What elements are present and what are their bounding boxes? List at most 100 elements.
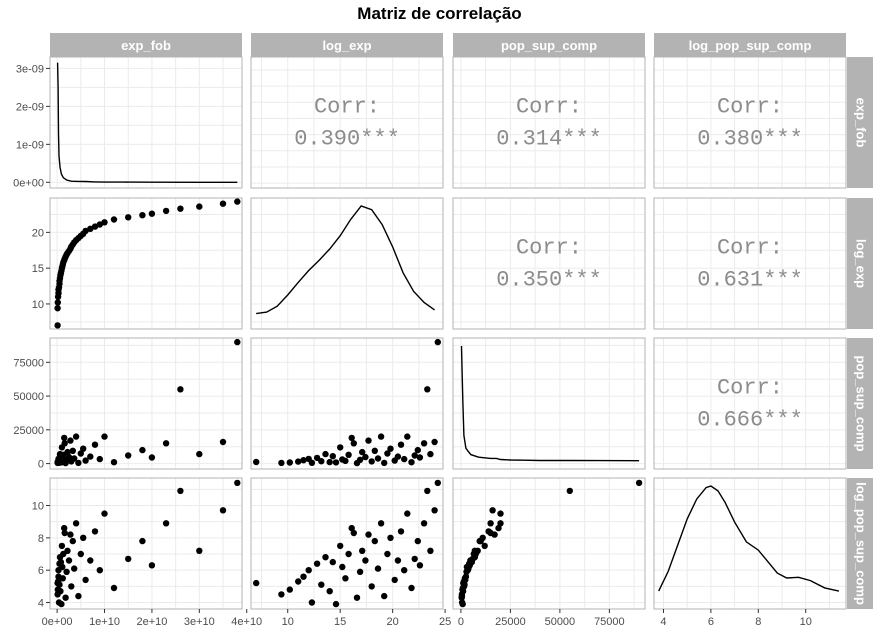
data-point	[495, 524, 502, 532]
data-point	[162, 440, 170, 447]
data-point	[420, 440, 428, 447]
data-point	[497, 520, 504, 527]
column-strip-label: exp_fob	[121, 38, 171, 53]
data-point	[427, 450, 434, 458]
x-tick-label: 15	[334, 616, 346, 628]
data-point	[326, 588, 333, 595]
data-point	[459, 600, 466, 608]
data-point	[459, 584, 467, 592]
data-point	[329, 453, 336, 460]
data-point	[342, 457, 349, 465]
data-point	[219, 438, 227, 446]
panel-border	[653, 197, 847, 330]
corr-value: 0.390***	[294, 127, 400, 152]
panel-background	[453, 338, 645, 469]
column-strip-label: log_exp	[322, 38, 371, 53]
data-point	[162, 520, 170, 527]
corr-label: Corr:	[717, 376, 783, 401]
data-point	[177, 205, 184, 212]
panel-border	[49, 56, 243, 189]
panel-background	[453, 57, 645, 188]
data-point	[318, 581, 325, 588]
data-point	[365, 531, 372, 538]
data-point	[69, 537, 77, 545]
x-tick-label: 8	[755, 616, 761, 628]
data-point	[368, 583, 375, 590]
corr-value: 0.380***	[697, 127, 803, 152]
data-point	[408, 584, 415, 592]
data-point	[110, 584, 118, 592]
data-point	[80, 445, 87, 452]
corr-value: 0.350***	[496, 268, 602, 293]
row-strip-label: exp_fob	[854, 98, 869, 148]
data-point	[60, 524, 68, 532]
data-point	[462, 576, 469, 584]
panel-background	[50, 57, 242, 188]
data-point	[431, 438, 438, 446]
panel-border	[250, 477, 444, 610]
data-point	[414, 446, 421, 454]
data-point	[71, 455, 78, 462]
data-point	[67, 437, 74, 444]
corr-value: 0.631***	[697, 268, 803, 293]
data-point	[162, 207, 170, 215]
data-point	[322, 554, 329, 561]
panel-background	[251, 198, 443, 329]
data-point	[54, 299, 61, 306]
data-point	[82, 576, 89, 584]
data-point	[381, 592, 388, 600]
panel-background	[251, 57, 443, 188]
data-point	[59, 575, 66, 582]
data-point	[350, 529, 357, 537]
y-tick-label: 50000	[13, 391, 44, 403]
corr-value: 0.314***	[496, 127, 602, 152]
data-point	[477, 537, 484, 545]
data-point	[337, 542, 344, 550]
data-point	[58, 600, 65, 608]
data-point	[60, 434, 68, 442]
data-point	[125, 214, 132, 221]
y-tick-label: 8	[38, 533, 44, 545]
data-point	[139, 212, 146, 219]
y-tick-label: 0e+00	[13, 177, 44, 189]
data-point	[148, 210, 156, 217]
data-point	[91, 528, 99, 535]
data-point	[278, 459, 285, 467]
data-point	[300, 457, 307, 464]
data-point	[397, 528, 405, 535]
data-point	[110, 216, 118, 223]
data-point	[77, 550, 85, 558]
data-point	[286, 459, 293, 466]
data-point	[61, 440, 68, 447]
panel-background	[654, 338, 846, 469]
data-point	[318, 458, 325, 465]
x-tick-label: 6	[708, 616, 714, 628]
data-point	[356, 456, 364, 463]
data-point	[322, 450, 329, 458]
data-point	[427, 547, 434, 554]
data-point	[416, 562, 424, 569]
data-point	[566, 487, 573, 495]
density-curve	[56, 62, 238, 183]
data-point	[101, 510, 108, 517]
data-point	[414, 537, 421, 545]
y-tick-label: 6	[38, 565, 44, 577]
data-point	[384, 550, 391, 558]
data-point	[356, 568, 364, 575]
density-curve	[460, 345, 640, 462]
data-point	[374, 455, 382, 462]
data-point	[101, 219, 108, 226]
column-strip	[251, 33, 443, 57]
panel-border	[653, 56, 847, 189]
data-point	[371, 447, 378, 454]
data-point	[469, 555, 476, 563]
data-point	[337, 444, 344, 451]
data-point	[404, 433, 411, 440]
panel-border	[452, 477, 646, 610]
data-point	[329, 558, 336, 566]
data-point	[391, 576, 398, 584]
row-strip-label: pop_sup_comp	[854, 355, 869, 451]
row-strip	[847, 198, 873, 329]
x-tick-label: 2e+10	[136, 616, 167, 628]
panel-border	[653, 477, 847, 610]
